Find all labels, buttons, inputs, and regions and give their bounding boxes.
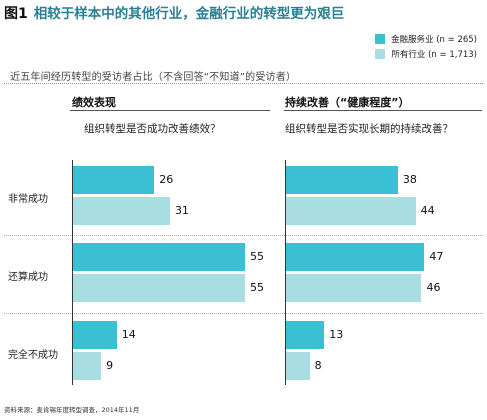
legend-swatch-all: [375, 48, 386, 59]
bar-value-label: 46: [426, 281, 441, 294]
legend-label-finance: 金融服务业 (n = 265): [391, 34, 477, 45]
bar-performance-all-not-successful: [73, 352, 102, 380]
bar-value-label: 31: [174, 204, 189, 217]
bar-performance-finance-very-successful: [73, 166, 155, 194]
legend-item-all: 所有行业 (n = 1,713): [375, 46, 477, 61]
panel-rule-health: [284, 110, 482, 111]
bar-performance-all-very-successful: [73, 197, 170, 225]
bar-health-all-fairly-successful: [286, 274, 422, 302]
bar-value-label: 44: [420, 204, 435, 217]
panel-heading-performance: 绩效表现: [72, 96, 116, 109]
panel-question-performance: 组织转型是否成功改善绩效？: [84, 123, 221, 135]
legend: 金融服务业 (n = 265) 所有行业 (n = 1,713): [375, 31, 477, 61]
bar-value-label: 13: [329, 328, 344, 341]
bar-value-label: 14: [121, 328, 136, 341]
panel-question-health: 组织转型是否实现长期的持续改善？: [285, 123, 453, 135]
panel-axis-performance: [72, 160, 73, 385]
bar-health-all-very-successful: [286, 197, 416, 225]
bar-performance-finance-not-successful: [73, 321, 117, 349]
bar-value-label: 47: [429, 250, 444, 263]
chart-subtitle: 近五年间经历转型的受访者占比（不含回答“不知道”的受访者）: [10, 72, 297, 83]
top-divider: [4, 83, 483, 84]
bar-performance-all-fairly-successful: [73, 274, 245, 302]
legend-swatch-finance: [375, 33, 386, 44]
bar-health-finance-very-successful: [286, 166, 398, 194]
bar-performance-finance-fairly-successful: [73, 243, 245, 271]
panel-axis-health: [285, 160, 286, 385]
bar-value-label: 55: [250, 250, 264, 263]
category-label-very-successful: 非常成功: [8, 194, 48, 205]
bar-health-finance-not-successful: [286, 321, 325, 349]
panel-rule-performance: [70, 110, 270, 111]
bar-value-label: 38: [402, 173, 417, 186]
legend-label-all: 所有行业 (n = 1,713): [391, 49, 477, 60]
panel-heading-health: 持续改善（“健康程度”）: [285, 96, 410, 109]
bar-health-finance-fairly-successful: [286, 243, 425, 271]
row-separator: [4, 313, 483, 314]
figure-title: 相较于样本中的其他行业，金融行业的转型更为艰巨: [33, 6, 345, 22]
figure-number: 图1: [4, 6, 28, 22]
row-separator: [4, 235, 483, 236]
bar-value-label: 55: [250, 281, 264, 294]
bar-value-label: 8: [314, 359, 322, 372]
category-label-fairly-successful: 还算成功: [8, 272, 48, 283]
legend-item-finance: 金融服务业 (n = 265): [375, 31, 477, 46]
bar-value-label: 9: [106, 359, 114, 372]
source-note: 资料来源：麦肯锡年度转型调查，2014年11月: [4, 406, 140, 414]
figure-title-row: 图1 相较于样本中的其他行业，金融行业的转型更为艰巨: [4, 2, 344, 28]
bar-health-all-not-successful: [286, 352, 310, 380]
category-label-not-successful: 完全不成功: [8, 350, 58, 361]
bar-value-label: 26: [159, 173, 174, 186]
